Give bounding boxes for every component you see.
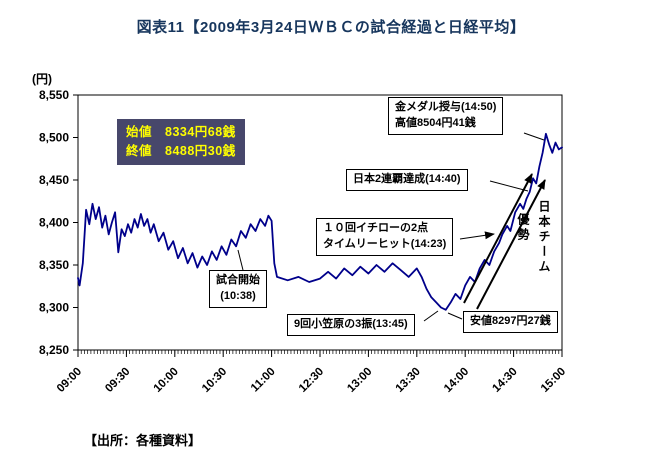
connector-line-victory: [489, 180, 529, 192]
connector-line-game-start: [237, 249, 244, 271]
ichiro-hit-label-line1: １０回イチローの2点: [323, 222, 429, 234]
advantage-text-japan-team: 日本チーム: [537, 200, 551, 275]
strikeout-annotation: 9回小笠原の3振(13:45): [287, 314, 415, 336]
gold-medal-label: 金メダル授与(14:50): [395, 101, 497, 113]
game-start-time: (10:38): [220, 289, 256, 302]
svg-text:8,300: 8,300: [39, 301, 69, 315]
ichiro-hit-label-line2: タイムリーヒット(14:23): [323, 237, 447, 250]
low-price-annotation: 安値8297円27銭: [463, 311, 558, 333]
connector-line-low: [447, 312, 463, 320]
game-start-label: 試合開始: [216, 274, 260, 286]
svg-text:8,400: 8,400: [39, 216, 69, 230]
svg-text:8,550: 8,550: [39, 88, 69, 102]
figure-title: 図表11【2009年3月24日ＷＢＣの試合経過と日経平均】: [136, 19, 526, 36]
advantage-text-yusei: 優勢: [516, 213, 530, 243]
svg-text:8,250: 8,250: [39, 343, 69, 357]
connector-line-strikeout: [423, 310, 439, 322]
connector-arrow-ichiro: [459, 231, 495, 240]
surge-arrow-2: [476, 179, 546, 310]
svg-text:8,500: 8,500: [39, 131, 69, 145]
low-price-label: 安値8297円27銭: [470, 315, 551, 327]
connector-line-gold-medal: [523, 132, 545, 141]
surge-arrow-1: [463, 173, 533, 304]
svg-text:8,450: 8,450: [39, 173, 69, 187]
ichiro-hit-annotation: １０回イチローの2点 タイムリーヒット(14:23): [316, 218, 454, 256]
close-price-label: 終値 8488円30銭: [126, 143, 236, 158]
open-close-price-box: 始値 8334円68銭 終値 8488円30銭: [117, 119, 245, 165]
game-start-annotation: 試合開始 (10:38): [209, 270, 267, 308]
open-price-label: 始値 8334円68銭: [126, 125, 236, 139]
high-price-label: 高値8504円41銭: [395, 116, 476, 129]
victory-annotation: 日本2連覇達成(14:40): [346, 169, 468, 191]
victory-label: 日本2連覇達成(14:40): [353, 173, 461, 185]
strikeout-label: 9回小笠原の3振(13:45): [294, 318, 408, 330]
gold-medal-annotation: 金メダル授与(14:50) 高値8504円41銭: [388, 97, 504, 135]
svg-text:8,350: 8,350: [39, 258, 69, 272]
y-axis-unit-label: (円): [32, 72, 52, 86]
source-note: 【出所：各種資料】: [84, 433, 202, 448]
